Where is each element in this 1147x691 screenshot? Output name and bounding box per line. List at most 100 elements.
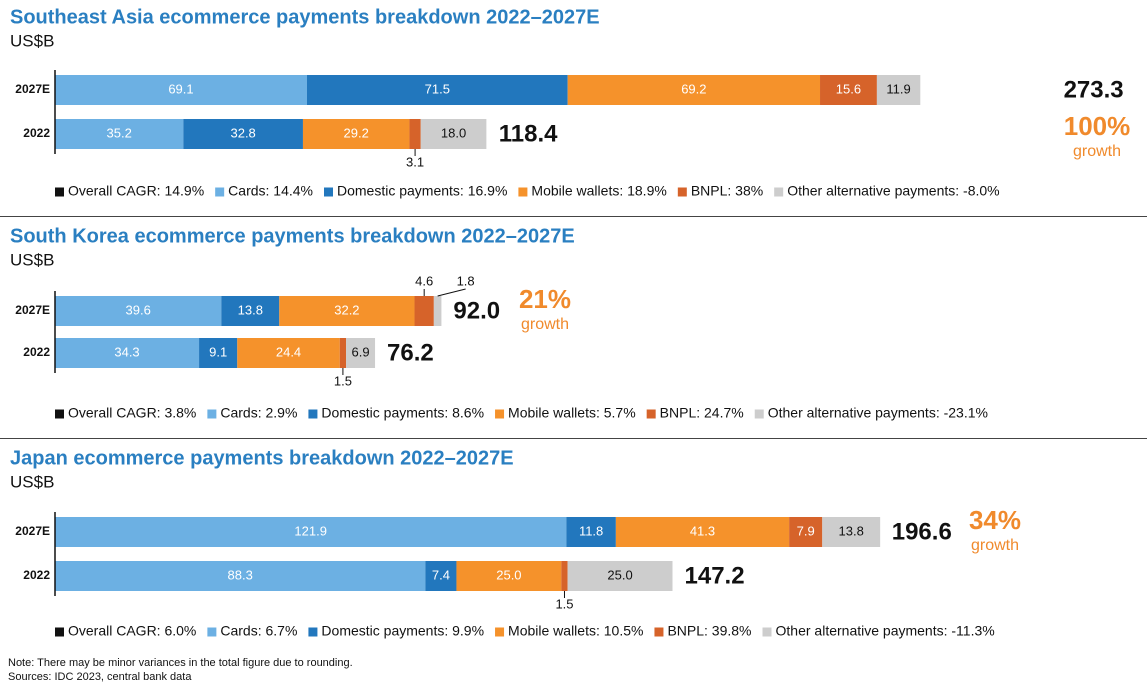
legend-label: BNPL: 39.8%: [667, 623, 751, 639]
value-label: 69.1: [168, 81, 193, 96]
legend-swatch: [55, 627, 64, 637]
legend-swatch: [308, 627, 318, 637]
growth-label: 100%: [1064, 111, 1131, 141]
growth-caption: growth: [1073, 143, 1121, 160]
category-label: 2027E: [15, 303, 50, 317]
chart-subtitle: US$B: [10, 250, 54, 269]
legend-swatch: [646, 409, 656, 419]
category-label: 2022: [23, 568, 50, 582]
bar-segment: [433, 296, 442, 326]
value-label: 39.6: [126, 302, 151, 317]
legend-swatch: [55, 409, 64, 419]
growth-caption: growth: [521, 316, 569, 333]
sources: Sources: IDC 2023, central bank data: [8, 671, 192, 683]
bar-segment: [279, 296, 415, 326]
value-label: 71.5: [425, 81, 450, 96]
value-label: 24.4: [276, 344, 301, 359]
bar-segment: [183, 119, 303, 149]
bar-segment: [302, 119, 410, 149]
bar-segment: [789, 517, 823, 547]
legend-label: Overall CAGR: 6.0%: [68, 623, 196, 639]
growth-label: 21%: [519, 284, 571, 314]
bar-segment: [306, 75, 568, 105]
bar-segment: [55, 119, 184, 149]
leader-line: [437, 288, 466, 297]
value-label: 41.3: [690, 523, 715, 538]
bar-segment: [55, 517, 567, 547]
growth-label: 34%: [969, 505, 1021, 535]
chart-title: Southeast Asia ecommerce payments breakd…: [10, 6, 600, 28]
value-label: 11.8: [579, 523, 603, 538]
legend-label: BNPL: 38%: [691, 183, 763, 199]
legend-label: Domestic payments: 8.6%: [321, 405, 484, 421]
legend-swatch: [207, 627, 217, 637]
value-label: 88.3: [228, 567, 253, 582]
bar-segment: [822, 517, 881, 547]
legend-swatch: [754, 409, 764, 419]
note: Note: There may be minor variances in th…: [8, 657, 353, 669]
bar-segment: [55, 75, 307, 105]
chart-title: Japan ecommerce payments breakdown 2022–…: [10, 447, 514, 469]
total-label: 76.2: [387, 339, 434, 366]
legend-label: Domestic payments: 16.9%: [337, 183, 507, 199]
bar-segment: [456, 561, 562, 591]
value-label: 7.9: [797, 523, 815, 538]
legend-swatch: [774, 187, 784, 197]
total-label: 147.2: [685, 562, 745, 589]
chart-subtitle: US$B: [10, 31, 54, 50]
value-label: 6.9: [352, 344, 370, 359]
legend-swatch: [207, 409, 217, 419]
value-label: 1.5: [555, 596, 573, 611]
value-label: 9.1: [209, 344, 227, 359]
bar-segment: [876, 75, 921, 105]
legend-label: Other alternative payments: -8.0%: [787, 183, 999, 199]
legend-swatch: [308, 409, 318, 419]
legend-swatch: [495, 409, 505, 419]
total-label: 273.3: [1064, 76, 1124, 103]
growth-caption: growth: [971, 537, 1019, 554]
total-label: 196.6: [892, 518, 952, 545]
bar-segment: [346, 338, 376, 368]
chart-title: South Korea ecommerce payments breakdown…: [10, 225, 575, 247]
value-label: 18.0: [441, 125, 466, 140]
value-label: 34.3: [114, 344, 139, 359]
bar-segment: [409, 119, 421, 149]
bar-segment: [425, 561, 457, 591]
legend-swatch: [518, 187, 528, 197]
legend-label: Mobile wallets: 10.5%: [508, 623, 643, 639]
value-label: 69.2: [681, 81, 706, 96]
legend-label: Overall CAGR: 14.9%: [68, 183, 204, 199]
bar-segment: [339, 338, 347, 368]
legend-swatch: [215, 187, 225, 197]
value-label: 121.9: [294, 523, 327, 538]
value-label: 3.1: [406, 154, 424, 169]
bar-segment: [199, 338, 238, 368]
value-label: 35.2: [107, 125, 132, 140]
category-label: 2022: [23, 126, 50, 140]
total-label: 92.0: [453, 297, 500, 324]
legend-swatch: [324, 187, 333, 197]
legend-label: Cards: 6.7%: [220, 623, 297, 639]
legend-label: Cards: 14.4%: [228, 183, 313, 199]
bar-segment: [420, 119, 487, 149]
value-label: 25.0: [607, 567, 632, 582]
bar-segment: [820, 75, 877, 105]
chart-subtitle: US$B: [10, 472, 54, 491]
legend-swatch: [762, 627, 772, 637]
bar-segment: [55, 561, 426, 591]
bar-segment: [414, 296, 434, 326]
legend-label: Cards: 2.9%: [220, 405, 297, 421]
bar-segment: [566, 517, 616, 547]
legend-label: Other alternative payments: -23.1%: [768, 405, 988, 421]
category-label: 2027E: [15, 82, 50, 96]
bar-segment: [561, 561, 568, 591]
bar-segment: [55, 338, 200, 368]
bar-segment: [567, 75, 821, 105]
value-label: 13.8: [238, 302, 263, 317]
legend-label: Domestic payments: 9.9%: [321, 623, 484, 639]
legend-swatch: [677, 187, 687, 197]
bar-segment: [221, 296, 280, 326]
value-label: 1.5: [334, 373, 352, 388]
value-label: 7.4: [432, 567, 450, 582]
